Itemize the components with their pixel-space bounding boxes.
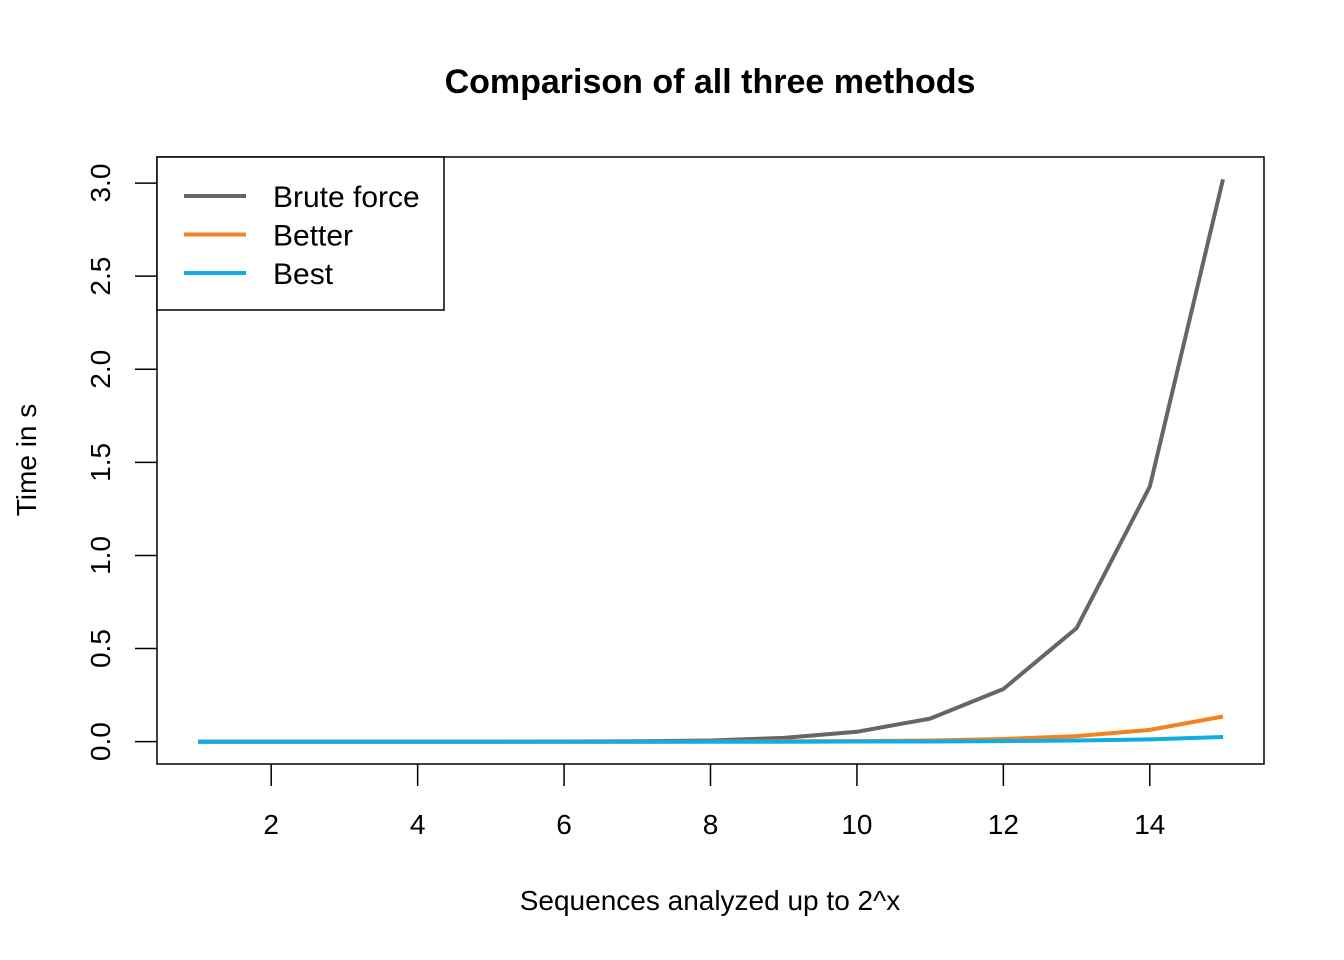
legend-label: Better (273, 220, 353, 253)
series-layer (198, 178, 1225, 744)
y-tick-label: 0.0 (85, 722, 116, 761)
x-axis-label: Sequences analyzed up to 2^x (520, 885, 901, 916)
y-tick-label: 1.5 (85, 443, 116, 482)
series-line-best (198, 735, 1224, 744)
legend: Brute force Better Best (156, 156, 445, 311)
x-tick-label: 2 (263, 809, 279, 840)
legend-label: Brute force (273, 181, 420, 214)
y-tick-label: 0.5 (85, 629, 116, 668)
y-tick-label: 1.0 (85, 536, 116, 575)
chart-title: Comparison of all three methods (445, 63, 976, 101)
legend-label: Best (273, 258, 334, 291)
x-axis: 2 4 6 8 10 12 14 (263, 764, 1165, 840)
x-tick-label: 6 (556, 809, 572, 840)
x-tick-label: 10 (841, 809, 872, 840)
y-tick-label: 2.0 (85, 350, 116, 389)
x-tick-label: 8 (703, 809, 719, 840)
y-tick-label: 3.0 (85, 164, 116, 203)
y-axis: 0.0 0.5 1.0 1.5 2.0 2.5 3.0 (85, 164, 157, 761)
x-tick-label: 12 (988, 809, 1019, 840)
x-tick-label: 14 (1134, 809, 1165, 840)
y-tick-label: 2.5 (85, 257, 116, 296)
y-axis-label: Time in s (11, 404, 42, 517)
x-tick-label: 4 (410, 809, 426, 840)
